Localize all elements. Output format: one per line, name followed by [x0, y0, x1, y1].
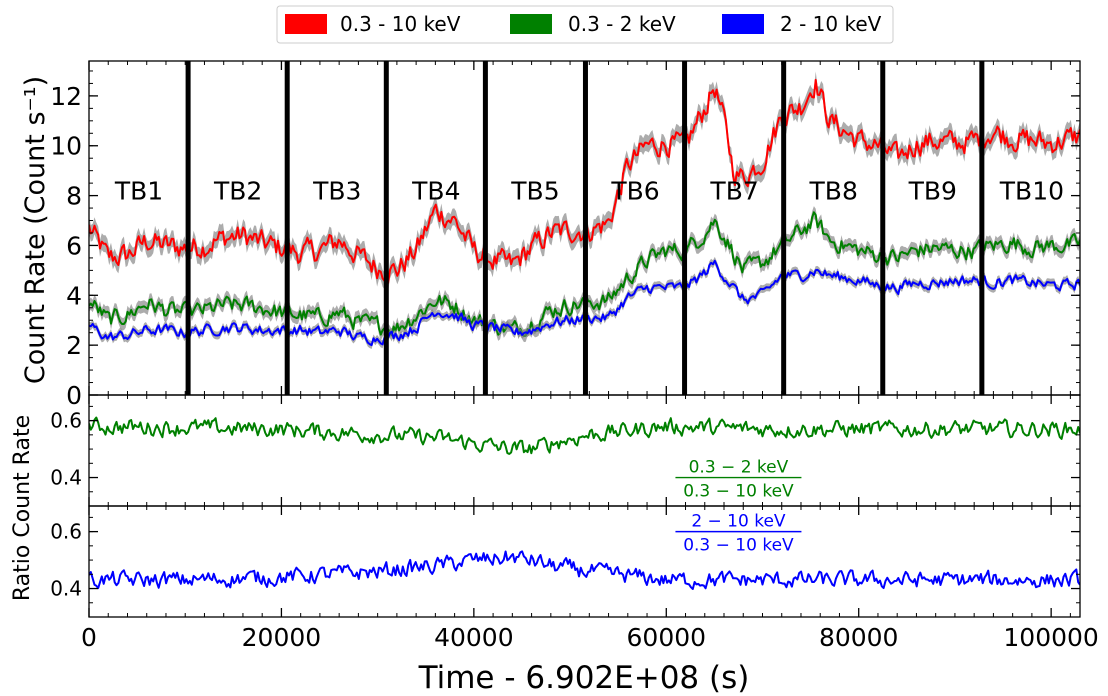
time-bin-label: TB10 — [999, 177, 1064, 206]
plot-area — [89, 550, 1080, 590]
time-bin-label: TB9 — [908, 177, 957, 206]
legend: 0.3 - 10 keV 0.3 - 2 keV 2 - 10 keV — [276, 5, 894, 44]
ratio-denominator: 0.3 − 10 keV — [683, 482, 794, 502]
y-tick-label: 10 — [50, 132, 82, 161]
error-band-2 — [89, 256, 1080, 349]
y-tick-label: 0.4 — [50, 466, 82, 490]
x-tick-label: 0 — [81, 623, 97, 652]
y-tick-label: 12 — [50, 82, 82, 111]
ratio-denominator: 0.3 − 10 keV — [683, 536, 794, 556]
ratio-numerator: 2 − 10 keV — [691, 512, 786, 532]
x-tick-label: 80000 — [819, 623, 899, 652]
legend-swatch-broad — [285, 14, 327, 34]
y-tick-label: 2 — [66, 331, 82, 360]
x-tick-label: 20000 — [242, 623, 322, 652]
x-tick-label: 60000 — [627, 623, 707, 652]
time-bin-label: TB5 — [510, 177, 559, 206]
legend-swatch-soft — [510, 14, 552, 34]
series-line-0 — [89, 550, 1080, 590]
x-tick-label: 100000 — [1003, 623, 1098, 652]
light-curve-panel: TB1 TB2 TB3 TB4 TB5 TB6 TB7 TB8 TB9 TB10 0 2 4 6 8 10 12 — [50, 60, 1081, 410]
ratio-numerator: 0.3 − 2 keV — [689, 458, 789, 478]
y-tick-label: 0.6 — [50, 409, 82, 433]
series-line-0 — [89, 416, 1080, 455]
legend-label-hard: 2 - 10 keV — [780, 12, 882, 36]
y-tick-label: 8 — [66, 182, 82, 211]
legend-label-broad: 0.3 - 10 keV — [340, 12, 461, 36]
y-tick-label: 6 — [66, 231, 82, 260]
time-bin-label: TB2 — [213, 177, 262, 206]
time-bin-label: TB6 — [610, 177, 659, 206]
y-tick-label: 0 — [66, 381, 82, 410]
ratio-y-axis-label: Ratio Count Rate — [10, 415, 35, 601]
error-band-1 — [89, 206, 1080, 343]
time-bin-label: TB7 — [709, 177, 758, 206]
y-tick-label: 4 — [66, 281, 82, 310]
legend-label-soft: 0.3 - 2 keV — [568, 12, 676, 36]
x-axis-label: Time - 6.902E+08 (s) — [418, 660, 750, 696]
x-tick-label: 40000 — [434, 623, 514, 652]
legend-swatch-hard — [722, 14, 764, 34]
time-bin-label: TB4 — [411, 177, 460, 206]
main-y-axis-label: Count Rate (Count s⁻¹) — [20, 76, 51, 384]
y-tick-label: 0.6 — [50, 520, 82, 544]
time-bin-label: TB1 — [114, 177, 163, 206]
time-bin-label: TB3 — [312, 177, 361, 206]
panel-frame — [88, 505, 1081, 618]
plot-area — [89, 416, 1080, 455]
soft-ratio-panel: 0.3 − 2 keV 0.3 − 10 keV 0.4 0.6 — [50, 394, 1081, 507]
x-axis-ticks: 0 20000 40000 60000 80000 100000 — [81, 623, 1099, 652]
hard-ratio-panel: 2 − 10 keV 0.3 − 10 keV 0.4 0.6 — [50, 505, 1081, 618]
y-tick-label: 0.4 — [50, 577, 82, 601]
time-bin-label: TB8 — [809, 177, 858, 206]
